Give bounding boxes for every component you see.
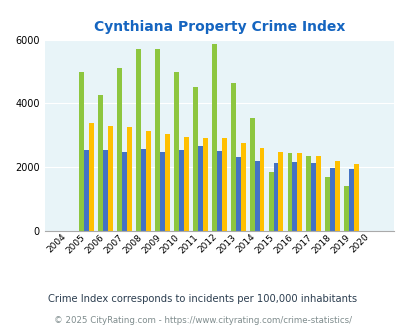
Bar — [136, 49, 141, 231]
Bar — [296, 153, 302, 231]
Bar — [89, 123, 94, 231]
Bar — [273, 163, 278, 231]
Bar — [127, 127, 132, 231]
Bar — [249, 118, 254, 231]
Bar — [122, 152, 127, 231]
Title: Cynthiana Property Crime Index: Cynthiana Property Crime Index — [93, 20, 344, 34]
Bar — [103, 150, 108, 231]
Bar — [160, 152, 164, 231]
Bar — [287, 153, 292, 231]
Bar — [221, 139, 226, 231]
Bar — [292, 162, 296, 231]
Bar — [183, 137, 188, 231]
Bar — [268, 172, 273, 231]
Bar — [174, 72, 179, 231]
Bar — [230, 83, 235, 231]
Bar — [197, 146, 202, 231]
Bar — [179, 150, 183, 231]
Bar — [108, 126, 113, 231]
Bar — [348, 169, 353, 231]
Text: © 2025 CityRating.com - https://www.cityrating.com/crime-statistics/: © 2025 CityRating.com - https://www.city… — [54, 315, 351, 325]
Bar — [141, 149, 146, 231]
Bar — [259, 148, 264, 231]
Bar — [202, 139, 207, 231]
Text: Crime Index corresponds to incidents per 100,000 inhabitants: Crime Index corresponds to incidents per… — [48, 294, 357, 304]
Bar — [164, 134, 169, 231]
Bar — [329, 168, 335, 231]
Bar — [311, 163, 315, 231]
Bar — [155, 49, 160, 231]
Bar — [192, 87, 197, 231]
Bar — [98, 95, 103, 231]
Bar — [235, 157, 240, 231]
Bar — [343, 186, 348, 231]
Bar — [240, 143, 245, 231]
Bar — [315, 156, 320, 231]
Bar — [254, 161, 259, 231]
Bar — [216, 150, 221, 231]
Bar — [324, 177, 329, 231]
Bar — [353, 164, 358, 231]
Bar — [211, 44, 216, 231]
Bar — [278, 152, 283, 231]
Bar — [117, 68, 122, 231]
Bar — [79, 72, 84, 231]
Bar — [146, 130, 151, 231]
Bar — [306, 156, 311, 231]
Bar — [335, 161, 339, 231]
Bar — [84, 150, 89, 231]
